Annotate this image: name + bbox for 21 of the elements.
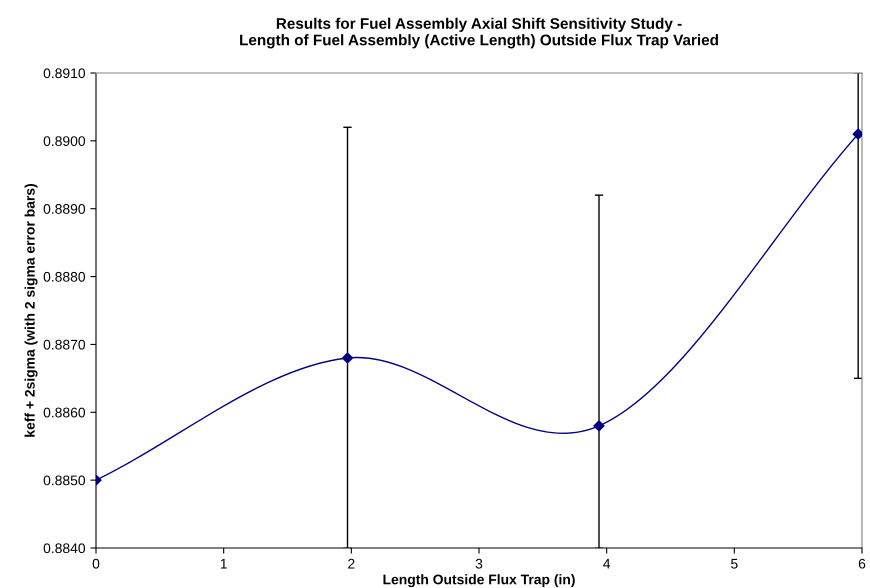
point xyxy=(852,128,862,140)
x-axis-title: Length Outside Flux Trap (in) xyxy=(383,574,575,588)
y-tick-label: 0.8880 xyxy=(44,272,86,282)
x-tick-label: 0 xyxy=(92,558,100,569)
x-tick-label: 6 xyxy=(858,558,866,569)
point xyxy=(342,352,354,364)
y-tick-label: 0.8850 xyxy=(44,475,86,486)
y-tick-label: 0.8910 xyxy=(44,68,86,78)
point xyxy=(593,420,605,432)
y-tick-label: 0.8840 xyxy=(44,543,86,554)
x-tick-label: 3 xyxy=(476,558,482,569)
x-tick-label: 1 xyxy=(220,558,227,568)
y-tick-label: 0.8900 xyxy=(44,136,86,146)
y-tick-label: 0.8870 xyxy=(44,340,86,350)
y-tick-label: 0.8860 xyxy=(44,408,86,418)
chart-title: Results for Fuel Assembly Axial Shift Sensitivity Study - Length of Fuel Assembly (Active Length) Outside Flux Trap Varied xyxy=(240,18,718,48)
x-tick-label: 2 xyxy=(348,558,354,568)
x-tick-label: 4 xyxy=(603,558,610,568)
y-axis-title: keff + 2sigma (with 2 sigma error bars) xyxy=(24,184,38,437)
y-tick-label: 0.8890 xyxy=(44,204,86,214)
x-tick-label: 5 xyxy=(731,558,738,569)
